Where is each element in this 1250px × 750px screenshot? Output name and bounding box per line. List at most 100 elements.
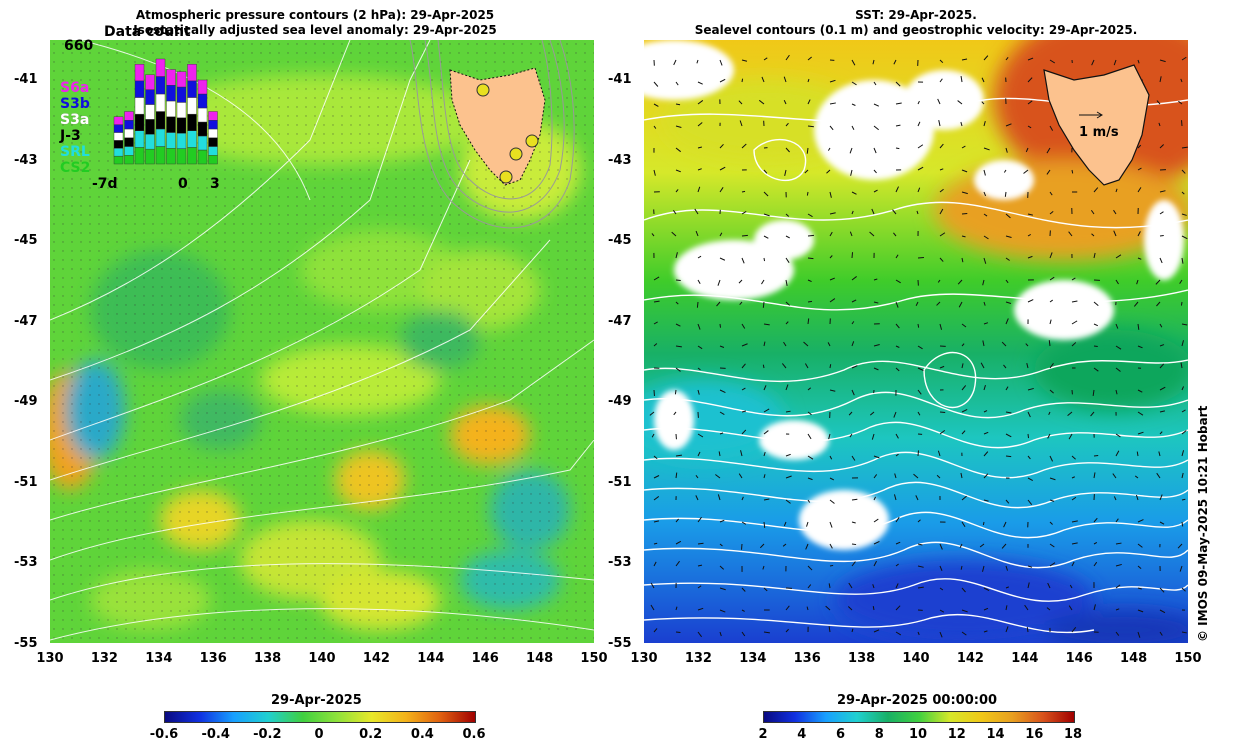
lat-tick: -53 — [608, 555, 632, 570]
count-bar-segment — [176, 102, 187, 119]
velocity-vector — [851, 252, 854, 259]
velocity-vector — [1071, 476, 1075, 479]
velocity-vector — [763, 587, 768, 592]
velocity-vector — [1137, 144, 1142, 149]
velocity-vector — [1049, 125, 1054, 131]
lat-tick: -49 — [608, 394, 632, 409]
velocity-vector — [960, 472, 963, 479]
velocity-vector — [805, 543, 809, 550]
velocity-vector — [983, 147, 990, 151]
velocity-vector — [983, 451, 989, 457]
velocity-vector — [829, 125, 834, 131]
lon-tick: 138 — [848, 651, 876, 666]
velocity-vector — [672, 210, 677, 215]
velocity-vector — [1177, 543, 1183, 549]
velocity-vector — [849, 147, 853, 154]
velocity-vector — [807, 565, 813, 571]
velocity-vector — [675, 518, 679, 523]
velocity-vector — [741, 257, 745, 264]
velocity-vector — [717, 494, 721, 501]
velocity-vector — [1024, 604, 1029, 611]
velocity-vector — [807, 411, 812, 416]
velocity-vector — [1005, 433, 1012, 438]
velocity-vector — [917, 586, 924, 589]
velocity-vector — [982, 565, 985, 572]
inset-max-count: 660 — [64, 38, 94, 54]
velocity-vector — [1049, 319, 1052, 325]
velocity-vector — [675, 454, 683, 457]
velocity-vector — [741, 429, 747, 435]
velocity-vector — [785, 235, 790, 239]
velocity-vector — [1115, 389, 1118, 395]
velocity-vector — [1093, 252, 1096, 259]
velocity-vector — [719, 411, 725, 415]
velocity-vector — [675, 125, 682, 128]
velocity-vector — [983, 213, 988, 217]
velocity-vector — [895, 516, 900, 523]
velocity-vector — [829, 277, 835, 281]
velocity-vector — [1049, 211, 1054, 215]
count-bar-segment — [208, 128, 218, 138]
colorbar-tick: 0 — [314, 727, 324, 742]
count-bar-segment — [166, 116, 176, 133]
velocity-vector — [1093, 517, 1098, 523]
velocity-vector — [917, 631, 920, 636]
velocity-vector — [807, 318, 810, 325]
velocity-vector — [1156, 301, 1161, 307]
velocity-vector — [763, 521, 766, 529]
velocity-vector — [961, 257, 964, 263]
velocity-vector — [784, 169, 787, 176]
tide-gauge-markers — [476, 83, 539, 184]
velocity-vector — [807, 125, 814, 128]
velocity-vector — [1113, 209, 1117, 215]
count-bar-segment — [113, 140, 124, 149]
velocity-vector — [961, 587, 966, 593]
velocity-vector — [1137, 631, 1141, 638]
velocity-vector — [1137, 587, 1142, 590]
velocity-vector — [1159, 631, 1163, 636]
velocity-vector — [1115, 450, 1120, 457]
velocity-vector — [1092, 389, 1095, 397]
velocity-vector — [1005, 56, 1009, 61]
lat-tick: -41 — [14, 72, 38, 87]
velocity-vector — [785, 54, 790, 61]
velocity-vector — [763, 341, 766, 347]
lon-tick: 138 — [254, 651, 282, 666]
velocity-vector — [1093, 367, 1099, 372]
count-bar-segment — [187, 97, 197, 115]
velocity-vector — [675, 252, 678, 259]
velocity-vector — [719, 587, 726, 591]
velocity-vector — [762, 364, 765, 369]
velocity-vector — [697, 542, 704, 545]
velocity-vector — [1137, 345, 1143, 349]
velocity-vector — [917, 367, 924, 371]
velocity-vector — [895, 102, 902, 105]
velocity-vector — [983, 630, 988, 633]
colorbar-tick: -0.4 — [201, 727, 230, 742]
velocity-vector — [1159, 344, 1165, 347]
velocity-vector — [696, 301, 699, 308]
count-bar-segment — [134, 113, 145, 131]
velocity-vector — [983, 121, 986, 127]
velocity-vector — [1137, 257, 1142, 260]
velocity-vector — [1159, 257, 1163, 264]
velocity-vector — [1159, 521, 1165, 525]
sst-colorbar — [763, 711, 1075, 723]
velocity-vector — [895, 583, 899, 589]
velocity-vector — [1135, 494, 1139, 501]
velocity-vector — [873, 629, 880, 633]
velocity-vector — [1181, 340, 1184, 347]
velocity-vector — [961, 631, 967, 636]
count-bar-segment — [166, 132, 176, 149]
satellite-legend-item: S3b — [60, 96, 90, 112]
velocity-vector — [960, 565, 963, 570]
velocity-vector — [653, 300, 660, 303]
velocity-vector — [696, 59, 699, 64]
velocity-vector — [873, 496, 877, 501]
sst-map[interactable]: 1 m/s — [644, 40, 1188, 643]
velocity-vector — [938, 120, 941, 127]
velocity-vector — [1068, 231, 1073, 237]
count-bar-segment — [124, 111, 134, 121]
velocity-vector — [939, 609, 945, 613]
velocity-vector — [719, 519, 725, 523]
